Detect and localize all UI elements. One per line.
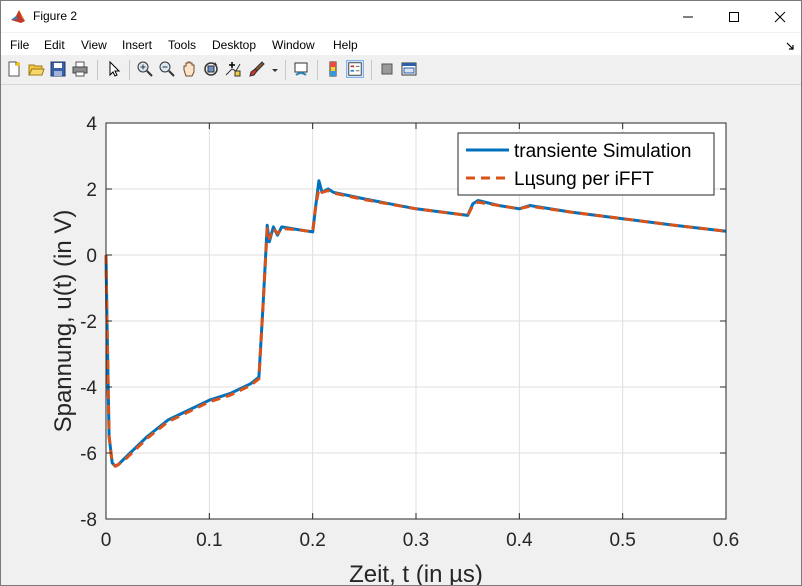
y-tick-label: -2	[80, 312, 97, 333]
y-tick-label: 0	[86, 246, 97, 267]
print-icon[interactable]	[71, 60, 89, 78]
y-tick-label: -8	[80, 510, 97, 531]
legend-entry-transiente-simulation: transiente Simulation	[514, 141, 691, 162]
series-layer	[104, 179, 727, 468]
toolbar-separator	[97, 60, 98, 80]
minimize-button[interactable]	[665, 1, 711, 32]
title-bar[interactable]: Figure 2	[1, 1, 801, 32]
pan-icon[interactable]	[180, 60, 198, 78]
toolbar-separator	[285, 60, 286, 80]
y-tick-label: 4	[86, 114, 97, 135]
menu-tools[interactable]: Tools	[168, 38, 197, 52]
minimize-icon	[683, 16, 693, 17]
new-figure-icon[interactable]	[5, 60, 23, 78]
legend-icon[interactable]	[346, 60, 364, 78]
pointer-icon[interactable]	[105, 60, 123, 78]
x-axis-label: Zeit, t (in µs)	[349, 561, 483, 585]
menu-bar: File Edit View Insert Tools Desktop Wind…	[1, 33, 801, 55]
zoom-in-icon[interactable]	[136, 60, 154, 78]
legend-entry-ifft: Lцsung per iFFT	[514, 169, 654, 190]
window-title: Figure 2	[33, 9, 78, 23]
figure-canvas: 0 0.1 0.2 0.3 0.4 0.5 0.6 -8 -6 -4 -2 0 2 4 Zeit, t (…	[1, 85, 801, 585]
figure-toolbar	[1, 56, 801, 85]
x-tick-label: 0.2	[299, 530, 325, 551]
y-tick-label: -6	[80, 444, 97, 465]
maximize-button[interactable]	[711, 1, 757, 32]
link-plot-icon[interactable]	[292, 60, 310, 78]
chevron-down-icon[interactable]	[271, 68, 279, 74]
close-button[interactable]	[757, 1, 801, 32]
x-tick-label: 0.4	[506, 530, 533, 551]
toolbar-separator	[371, 60, 372, 80]
open-file-icon[interactable]	[27, 60, 45, 78]
data-cursor-icon[interactable]	[224, 60, 242, 78]
menu-insert[interactable]: Insert	[122, 38, 153, 52]
line-chart[interactable]: 0 0.1 0.2 0.3 0.4 0.5 0.6 -8 -6 -4 -2 0 2 4 Zeit, t (…	[1, 85, 801, 585]
toolbar-separator	[317, 60, 318, 80]
toolbar-separator	[129, 60, 130, 80]
y-tick-label: 2	[86, 180, 97, 201]
x-tick-label: 0.5	[609, 530, 635, 551]
y-tick-label: -4	[80, 378, 97, 399]
series-line-1	[104, 187, 727, 468]
menu-window[interactable]: Window	[272, 38, 315, 52]
x-tick-label: 0.1	[196, 530, 222, 551]
show-plot-tools-icon[interactable]	[400, 60, 418, 78]
menu-view[interactable]: View	[81, 38, 107, 52]
y-axis-label: Spannung, u(t) (in V)	[50, 210, 77, 433]
x-tick-label: 0.3	[403, 530, 429, 551]
save-icon[interactable]	[49, 60, 67, 78]
menu-help[interactable]: Help	[333, 38, 358, 52]
menu-edit[interactable]: Edit	[44, 38, 65, 52]
legend-box	[457, 132, 715, 196]
zoom-out-icon[interactable]	[158, 60, 176, 78]
legend[interactable]: transiente Simulation Lцsung per iFFT	[457, 132, 715, 196]
x-tick-label: 0	[101, 530, 112, 551]
maximize-icon	[729, 11, 739, 22]
matlab-logo-icon	[10, 9, 26, 25]
axis-ticks	[105, 122, 727, 520]
colorbar-icon[interactable]	[324, 60, 342, 78]
menu-file[interactable]: File	[10, 38, 30, 52]
rotate-3d-icon[interactable]	[202, 60, 220, 78]
menu-desktop[interactable]: Desktop	[212, 38, 257, 52]
tick-labels: 0 0.1 0.2 0.3 0.4 0.5 0.6 -8 -6 -4 -2 0 2 4	[80, 114, 739, 551]
dock-arrow-icon[interactable]	[785, 41, 795, 51]
hide-plot-tools-icon[interactable]	[378, 60, 396, 78]
x-tick-label: 0.6	[713, 530, 739, 551]
close-icon	[774, 11, 786, 22]
brush-icon[interactable]	[248, 60, 266, 78]
